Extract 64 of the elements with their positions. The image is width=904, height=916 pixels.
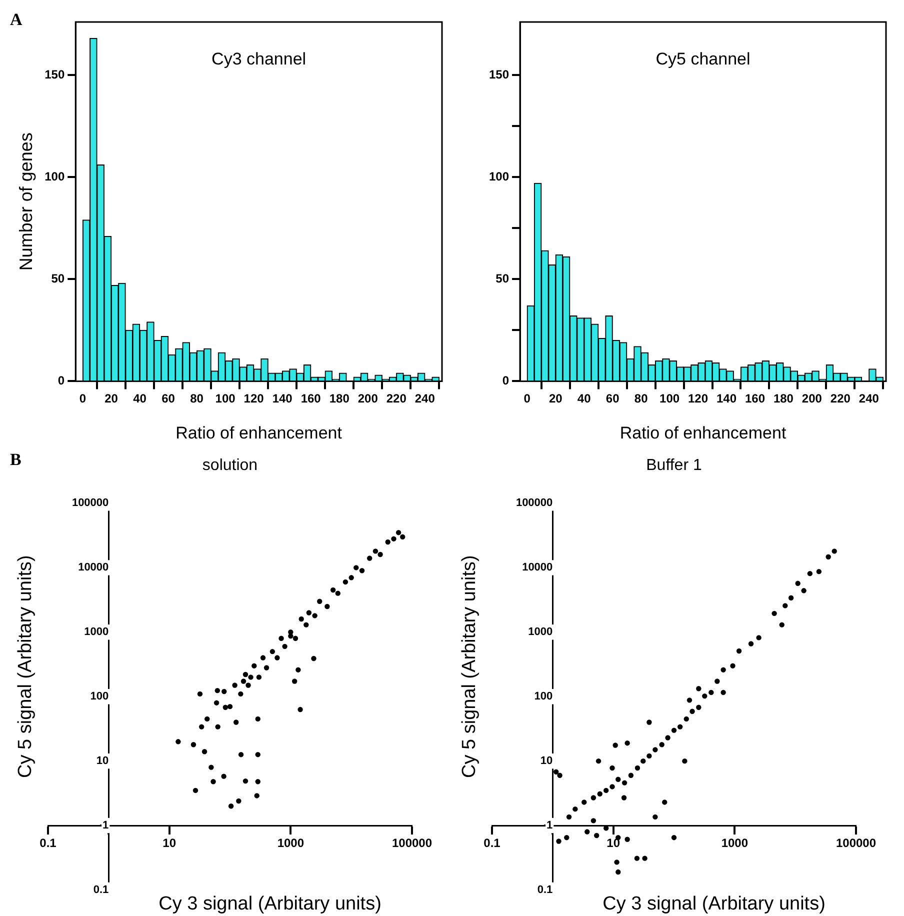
- x-tick-label: 60: [162, 392, 176, 406]
- x-tick-label: 40: [577, 392, 592, 406]
- y-tick-label: 10: [540, 755, 553, 768]
- x-tick-label: 200: [802, 392, 822, 406]
- y-tick-label: 50: [51, 271, 65, 286]
- x-tick-label: 220: [830, 392, 851, 406]
- text: Cy3 channel: [212, 50, 306, 69]
- y-tick-label: 0: [502, 374, 510, 388]
- text: A: [10, 10, 22, 30]
- x-tick-label: 160: [744, 392, 766, 406]
- x-tick-label: 1000: [277, 836, 304, 850]
- y-tick-label: 0.1: [93, 884, 109, 896]
- x-tick-label: 240: [858, 392, 880, 406]
- x-tick-label: 100000: [392, 836, 432, 850]
- x-tick-label: 240: [414, 392, 436, 406]
- x-axis-title: Ratio of enhancement: [620, 423, 786, 442]
- chart-title: solution: [202, 457, 258, 474]
- y-tick-label: 100: [534, 690, 553, 703]
- x-tick-label: 40: [133, 392, 147, 406]
- x-axis-title: Cy 3 signal (Arbitary units): [158, 894, 382, 915]
- x-tick-label: 80: [190, 392, 204, 406]
- x-axis-title: Cy 3 signal (Arbitary units): [602, 894, 826, 915]
- x-tick-label: 180: [773, 392, 794, 406]
- y-tick-label: 10000: [522, 562, 553, 574]
- y-tick-label: 100: [44, 169, 65, 184]
- y-tick-label: 100000: [72, 497, 109, 510]
- x-tick-label: 140: [272, 392, 293, 406]
- x-tick-label: 180: [329, 392, 350, 406]
- x-tick-label: 60: [606, 392, 620, 406]
- x-tick-label: 100000: [836, 836, 876, 850]
- y-axis-title: Number of genes: [16, 132, 36, 271]
- y-tick-label: 150: [488, 67, 510, 82]
- y-tick-label: 1000: [84, 626, 109, 638]
- y-tick-label: 0: [58, 374, 65, 388]
- y-tick-label: 1: [102, 820, 109, 832]
- x-tick-label: 100: [215, 392, 236, 406]
- x-tick-label: 120: [688, 392, 708, 406]
- text: Cy5 channel: [656, 50, 750, 69]
- x-tick-label: 160: [300, 392, 322, 406]
- y-tick-label: 150: [44, 67, 65, 82]
- y-tick-label: 10: [96, 755, 109, 768]
- x-axis-title: Ratio of enhancement: [176, 423, 342, 442]
- y-tick-label: 100000: [516, 497, 553, 510]
- y-tick-label: 10000: [78, 562, 109, 574]
- y-tick-label: 1000: [528, 626, 553, 638]
- y-tick-label: 100: [90, 690, 109, 703]
- chart-title: Buffer 1: [646, 457, 702, 474]
- x-tick-label: 20: [548, 392, 563, 406]
- y-axis-title: Cy 5 signal (Arbitary units): [459, 555, 480, 778]
- text: B: [10, 450, 22, 470]
- y-tick-label: 100: [488, 169, 510, 184]
- x-tick-label: 1000: [721, 836, 748, 850]
- x-tick-label: 80: [634, 392, 648, 406]
- x-tick-label: 140: [716, 392, 737, 406]
- x-tick-label: 10: [162, 836, 176, 850]
- x-tick-label: 220: [386, 392, 407, 406]
- y-axis-title: Cy 5 signal (Arbitary units): [15, 555, 36, 778]
- y-tick-label: 50: [496, 271, 510, 286]
- y-tick-label: 1: [546, 820, 553, 832]
- y-tick-label: 0.1: [537, 884, 553, 896]
- x-tick-label: 20: [104, 392, 118, 406]
- x-tick-label: 100: [660, 392, 680, 406]
- x-tick-label: 200: [358, 392, 378, 406]
- x-tick-label: 120: [244, 392, 264, 406]
